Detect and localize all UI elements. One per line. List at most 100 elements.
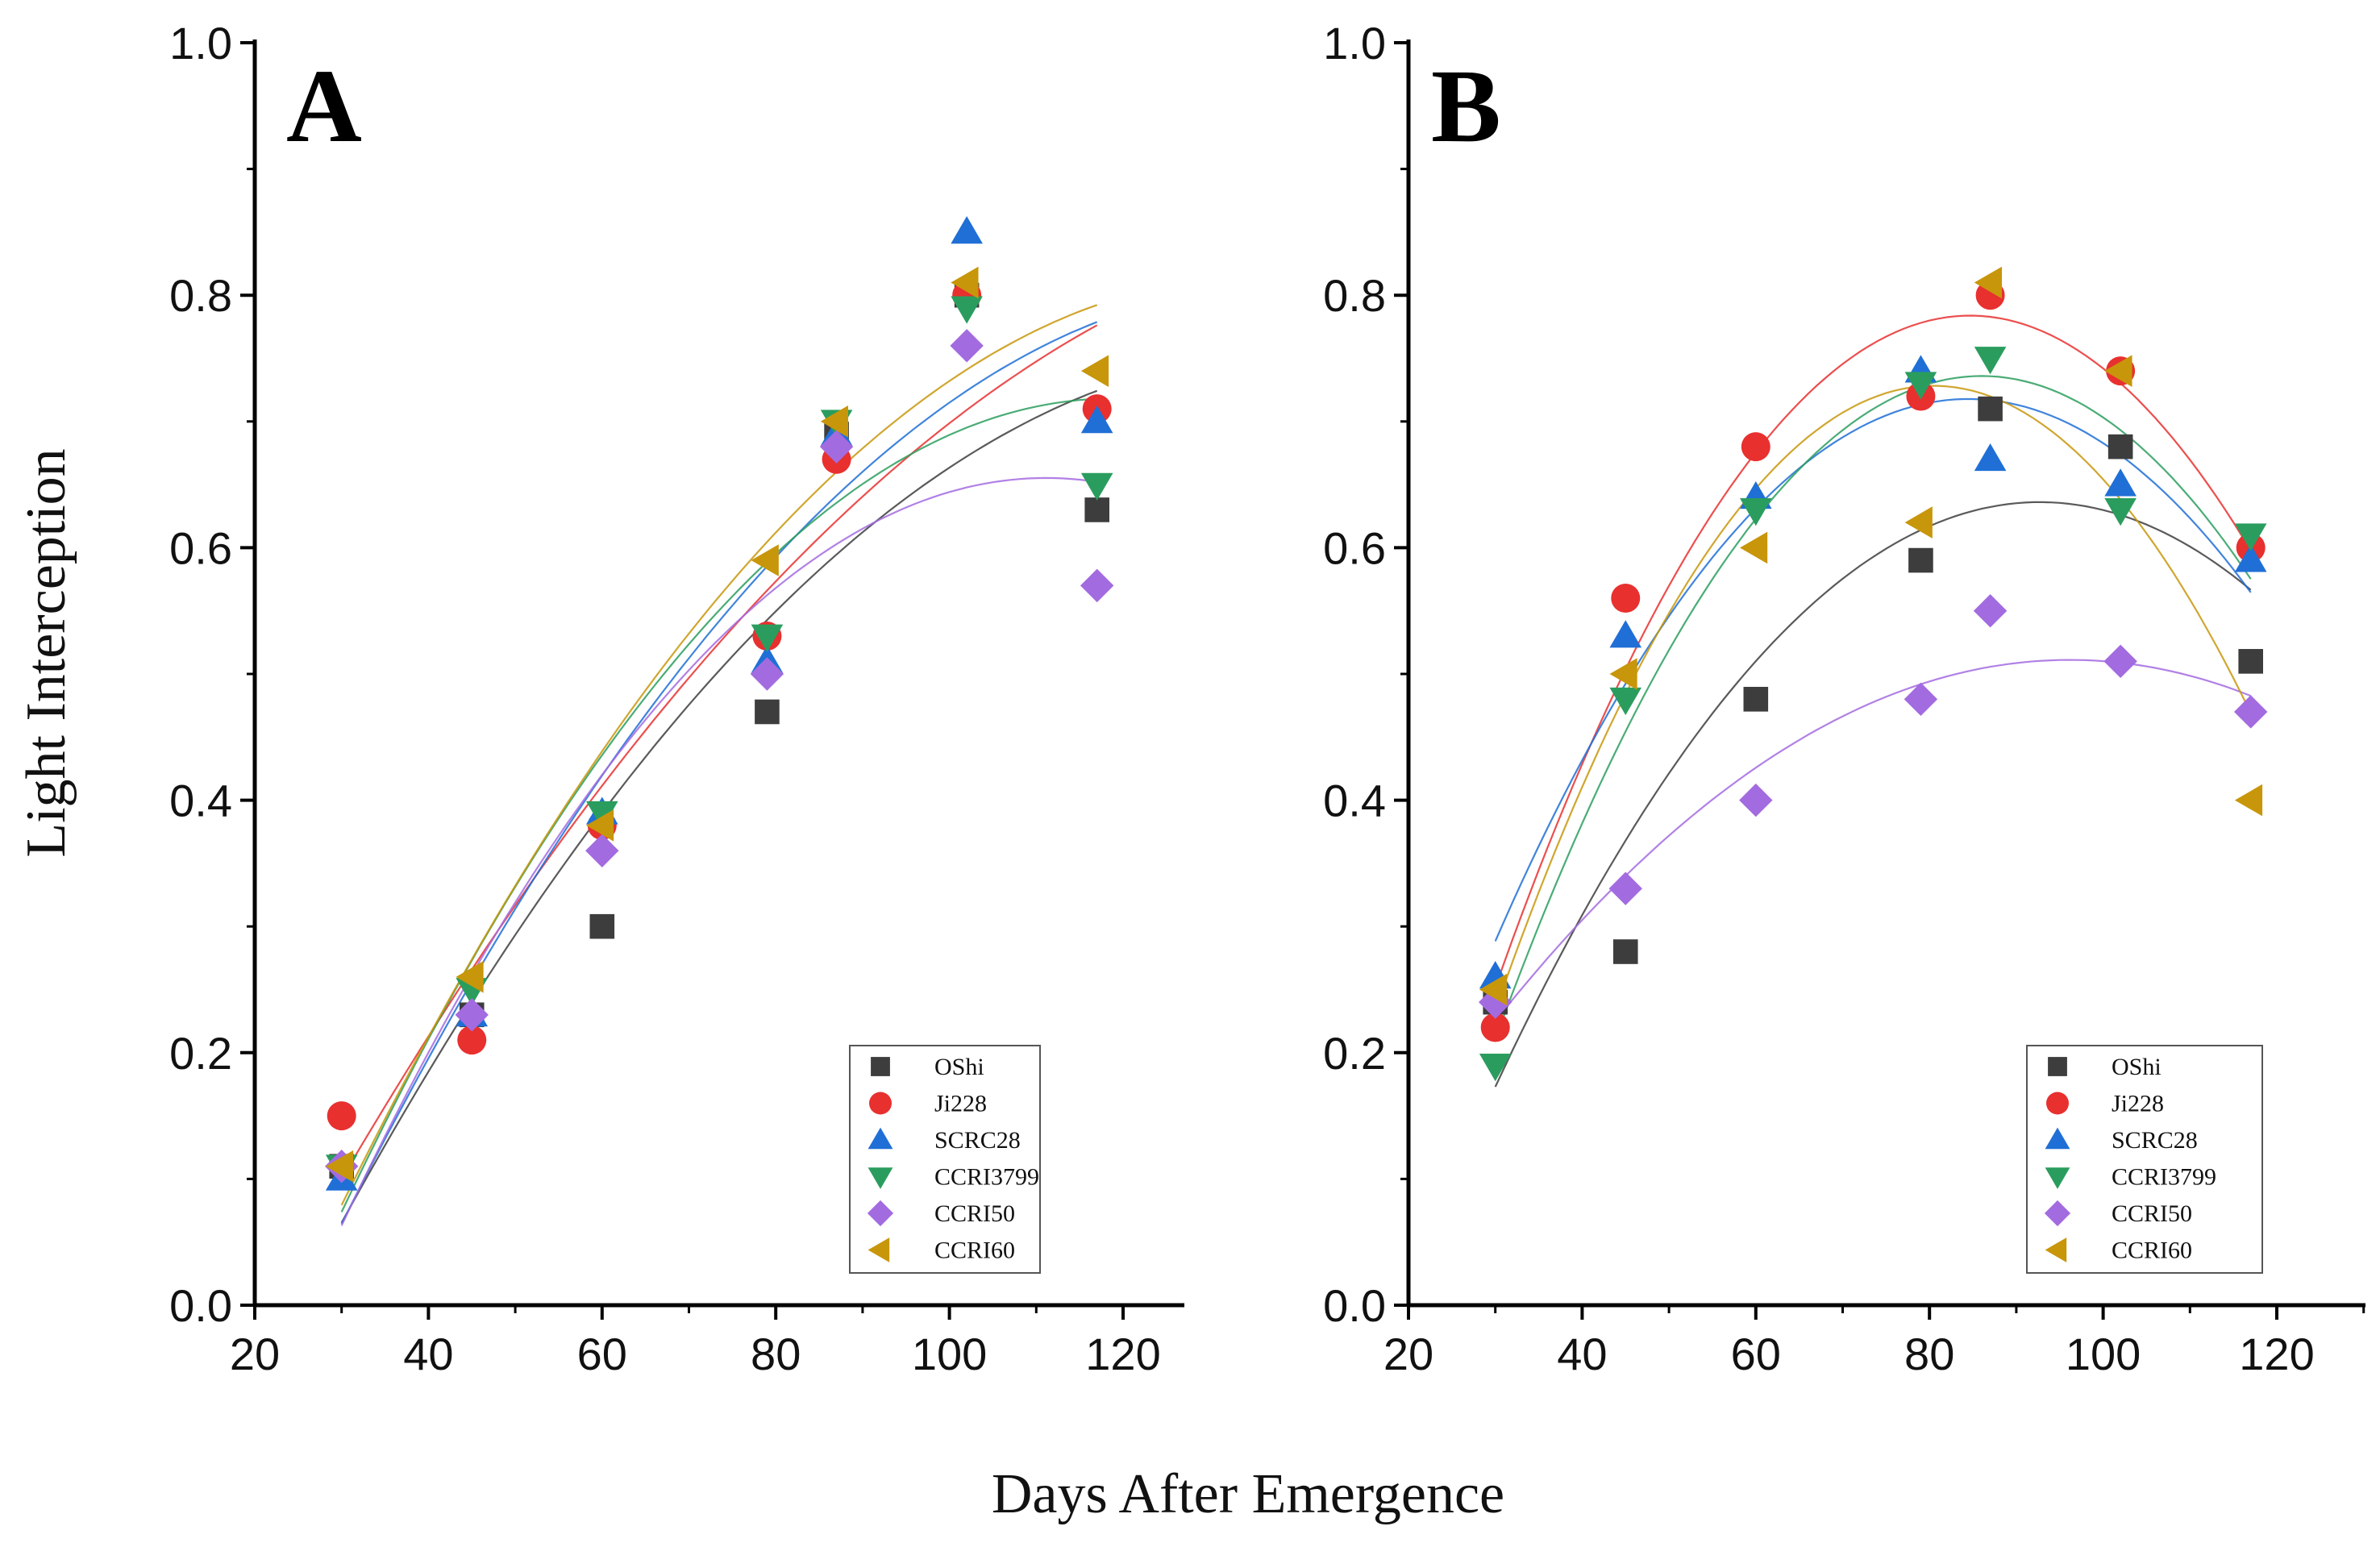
data-point-ccri3799 bbox=[751, 624, 784, 652]
fit-curve-oshi bbox=[1494, 501, 2252, 1088]
data-point-ccri60 bbox=[325, 1150, 354, 1183]
legend-marker-ccri3799 bbox=[2045, 1167, 2070, 1189]
data-point-ccri3799 bbox=[2104, 498, 2137, 526]
panel-label-b: B bbox=[1431, 48, 1501, 164]
x-tick-label: 60 bbox=[1731, 1329, 1781, 1379]
legend-label: CCRI50 bbox=[2112, 1200, 2192, 1227]
y-tick-label: 0.0 bbox=[169, 1280, 232, 1331]
legend-label: OShi bbox=[2112, 1054, 2162, 1080]
data-point-oshi bbox=[2238, 649, 2263, 674]
legend-label: SCRC28 bbox=[934, 1127, 1021, 1154]
data-point-ccri60 bbox=[1479, 973, 1508, 1006]
y-tick-label: 0.8 bbox=[1323, 270, 1386, 321]
x-tick-label: 100 bbox=[912, 1329, 987, 1379]
panel-a: 0.0 0.2 0.4 0.6 0.8 1.0 20 40 60 80 100 120 OShi Ji22… bbox=[169, 18, 1184, 1379]
y-tick-label: 0.2 bbox=[1323, 1028, 1386, 1079]
data-point-ccri3799 bbox=[1740, 498, 1772, 526]
x-tick-label: 120 bbox=[1085, 1329, 1160, 1379]
data-point-oshi bbox=[1612, 939, 1638, 964]
fit-curve-ccri3799 bbox=[1494, 375, 2252, 1040]
y-tick-label: 0.0 bbox=[1323, 1280, 1386, 1331]
x-axis-label: Days After Emergence bbox=[992, 1463, 1504, 1525]
data-point-oshi bbox=[1908, 547, 1933, 573]
legend-label: CCRI50 bbox=[934, 1200, 1015, 1227]
y-tick-label: 0.4 bbox=[1323, 776, 1386, 826]
data-point-ccri60 bbox=[2104, 355, 2132, 387]
fit-curve-ccri60 bbox=[1494, 385, 2252, 1011]
data-point-oshi bbox=[589, 913, 615, 939]
legend-marker-scrc28 bbox=[868, 1127, 893, 1150]
data-point-ccri50 bbox=[1080, 568, 1114, 603]
legend-marker-scrc28 bbox=[2045, 1127, 2070, 1150]
legend-marker-oshi bbox=[871, 1057, 890, 1076]
legend-label: CCRI3799 bbox=[934, 1164, 1039, 1191]
data-point-ccri60 bbox=[1609, 658, 1637, 690]
data-point-ccri50 bbox=[1739, 783, 1773, 817]
data-point-scrc28 bbox=[1080, 406, 1113, 434]
data-point-ccri3799 bbox=[586, 801, 618, 830]
data-point-ccri3799 bbox=[1974, 347, 2007, 375]
x-tick-label: 80 bbox=[1904, 1329, 1954, 1379]
data-point-ji228 bbox=[1741, 432, 1770, 462]
y-tick-label: 0.2 bbox=[169, 1028, 232, 1079]
legend-label: OShi bbox=[934, 1054, 984, 1080]
legend-marker-ji228 bbox=[869, 1092, 892, 1115]
y-tick-label: 1.0 bbox=[1323, 18, 1386, 69]
data-point-ccri60 bbox=[2234, 784, 2263, 817]
data-point-ccri50 bbox=[1973, 594, 2008, 628]
data-point-scrc28 bbox=[2234, 544, 2267, 572]
data-point-oshi bbox=[1084, 497, 1109, 522]
y-tick-label: 0.8 bbox=[169, 270, 232, 321]
x-tick-label: 40 bbox=[403, 1329, 453, 1379]
data-point-ji228 bbox=[327, 1101, 356, 1131]
data-point-ccri50 bbox=[819, 430, 854, 464]
data-point-ccri60 bbox=[586, 809, 614, 842]
legend-marker-ccri50 bbox=[2044, 1200, 2071, 1227]
data-point-ccri3799 bbox=[1904, 372, 1937, 400]
legend-label: CCRI3799 bbox=[2112, 1164, 2216, 1191]
legend-label: CCRI60 bbox=[2112, 1237, 2192, 1264]
data-point-oshi bbox=[755, 699, 780, 725]
y-tick-label: 0.6 bbox=[1323, 522, 1386, 573]
data-point-oshi bbox=[1978, 396, 2003, 422]
x-tick-label: 20 bbox=[230, 1329, 280, 1379]
legend-marker-oshi bbox=[2048, 1057, 2067, 1076]
data-point-ccri3799 bbox=[2234, 523, 2267, 551]
legend-label: Ji228 bbox=[934, 1091, 987, 1117]
x-tick-label: 80 bbox=[751, 1329, 801, 1379]
data-point-ccri50 bbox=[2233, 695, 2268, 729]
fit-curve-scrc28 bbox=[1494, 397, 2252, 942]
fit-curve-ji228 bbox=[1494, 314, 2252, 988]
legend-label: CCRI60 bbox=[934, 1237, 1015, 1264]
data-point-ji228 bbox=[1611, 584, 1641, 613]
panel-label-a: A bbox=[286, 48, 362, 164]
legend bbox=[849, 1045, 1041, 1274]
data-point-ccri3799 bbox=[1479, 1054, 1512, 1082]
data-point-ccri50 bbox=[1608, 871, 1642, 905]
data-point-oshi bbox=[1743, 687, 1769, 712]
data-point-oshi bbox=[2107, 434, 2133, 460]
data-point-ccri60 bbox=[1740, 531, 1768, 564]
data-point-ccri60 bbox=[456, 961, 484, 993]
data-point-ccri50 bbox=[950, 329, 984, 363]
fit-curve-ccri60 bbox=[340, 304, 1098, 1206]
y-axis-label: Light Interception bbox=[15, 448, 77, 857]
data-point-ccri3799 bbox=[1080, 472, 1113, 501]
data-point-ji228 bbox=[457, 1025, 487, 1055]
data-point-ccri60 bbox=[951, 266, 979, 299]
legend-marker-ccri50 bbox=[867, 1200, 894, 1227]
legend-label: Ji228 bbox=[2112, 1091, 2164, 1117]
data-point-scrc28 bbox=[2104, 468, 2137, 497]
data-point-ccri60 bbox=[1080, 355, 1109, 387]
legend-marker-ccri60 bbox=[868, 1237, 890, 1262]
data-point-scrc28 bbox=[1609, 620, 1642, 648]
data-point-ccri3799 bbox=[951, 296, 983, 324]
data-point-ccri50 bbox=[2103, 644, 2137, 679]
data-point-ccri60 bbox=[1904, 506, 1933, 539]
y-tick-label: 0.6 bbox=[169, 522, 232, 573]
legend bbox=[2026, 1045, 2263, 1274]
data-point-ccri50 bbox=[1479, 985, 1512, 1019]
x-tick-label: 60 bbox=[577, 1329, 627, 1379]
x-tick-label: 100 bbox=[2066, 1329, 2141, 1379]
